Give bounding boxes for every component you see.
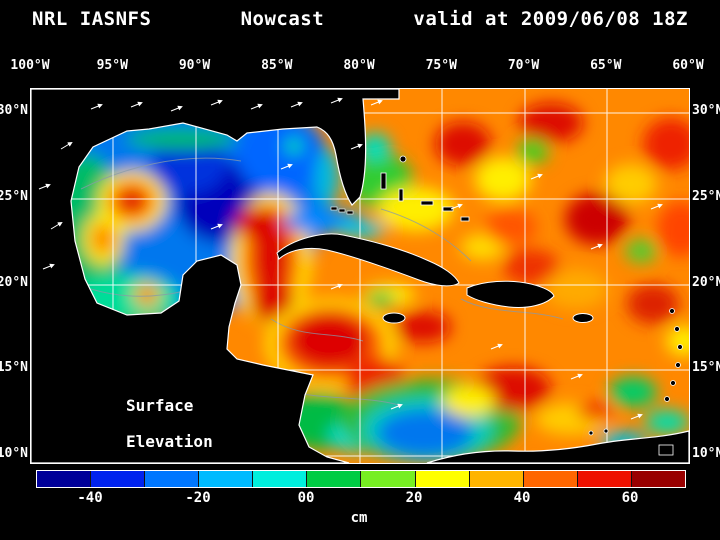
island-puerto-rico (572, 313, 594, 323)
x-axis-label: 60°W (672, 58, 704, 73)
colorbar-unit-label: cm (350, 510, 368, 526)
colorbar (36, 470, 686, 488)
x-axis: 100°W 95°W 90°W 85°W 80°W 75°W 70°W 65°W 60°W (10, 58, 703, 74)
colorbar-tick-labels: -40 -20 00 20 40 60 (36, 490, 684, 508)
y-axis-label: 15°N (0, 360, 28, 375)
plot-title: NRL IASNFS Nowcast valid at 2009/06/08 1… (32, 8, 688, 30)
title-product: NRL IASNFS (32, 8, 152, 30)
x-axis-label: 90°W (178, 58, 211, 73)
landmass-north-central-america (31, 89, 400, 463)
colorbar-tick-label: 00 (297, 490, 315, 506)
colorbar-tick-label: 20 (405, 490, 423, 506)
islands-bahamas (380, 155, 470, 222)
islands-florida-keys (330, 206, 354, 215)
colorbar-tick-label: 60 (621, 490, 639, 506)
colorbar-segment (631, 471, 685, 487)
x-axis-label: 95°W (96, 58, 128, 73)
y-axis-label: 25°N (0, 189, 28, 204)
y-axis-label: 30°N (692, 103, 720, 118)
coastline-south-america (426, 430, 689, 463)
title-run-type: Nowcast (240, 8, 325, 30)
x-axis-label: 80°W (343, 58, 375, 73)
x-axis-label: 70°W (507, 58, 540, 73)
x-axis-label: 85°W (261, 58, 293, 73)
colorbar-segment (199, 471, 254, 487)
title-valid-time: valid at 2009/06/08 18Z (413, 8, 688, 30)
surface-elevation-label: Surface Elevation (126, 396, 213, 451)
colorbar-segment (145, 471, 200, 487)
y-axis-left: 30°N 25°N 20°N 15°N 10°N (0, 88, 29, 462)
y-axis-label: 30°N (0, 103, 28, 118)
island-trinidad (658, 444, 674, 456)
map-plot-area: Surface Elevation (30, 88, 690, 464)
island-jamaica (382, 312, 406, 324)
x-axis-label: 100°W (10, 58, 50, 73)
colorbar-segment (577, 471, 632, 487)
islands-lesser-antilles (588, 308, 683, 436)
y-axis-label: 10°N (692, 446, 720, 461)
colorbar-segment (37, 471, 92, 487)
y-axis-label: 10°N (0, 446, 28, 461)
y-axis-label: 20°N (692, 275, 720, 290)
colorbar-tick-label: 40 (513, 490, 531, 506)
island-hispaniola (466, 280, 555, 308)
colorbar-segment (415, 471, 470, 487)
colorbar-tick-label: -20 (185, 490, 211, 506)
y-axis-label: 15°N (692, 360, 720, 375)
x-axis-label: 65°W (590, 58, 622, 73)
y-axis-right: 30°N 25°N 20°N 15°N 10°N (691, 88, 720, 462)
overlay-label-line1: Surface (126, 396, 193, 415)
island-cuba (276, 233, 460, 287)
colorbar-segment (523, 471, 578, 487)
y-axis-label: 25°N (692, 189, 720, 204)
colorbar-segment (469, 471, 524, 487)
y-axis-label: 20°N (0, 275, 28, 290)
colorbar-segment (361, 471, 416, 487)
colorbar-segment (91, 471, 146, 487)
map-canvas: Surface Elevation (31, 89, 689, 463)
colorbar-segment (307, 471, 362, 487)
colorbar-tick-label: -40 (77, 490, 103, 506)
x-axis-label: 75°W (425, 58, 457, 73)
overlay-label-line2: Elevation (126, 432, 213, 451)
colorbar-segment (253, 471, 308, 487)
current-vector-arrows (38, 97, 663, 420)
